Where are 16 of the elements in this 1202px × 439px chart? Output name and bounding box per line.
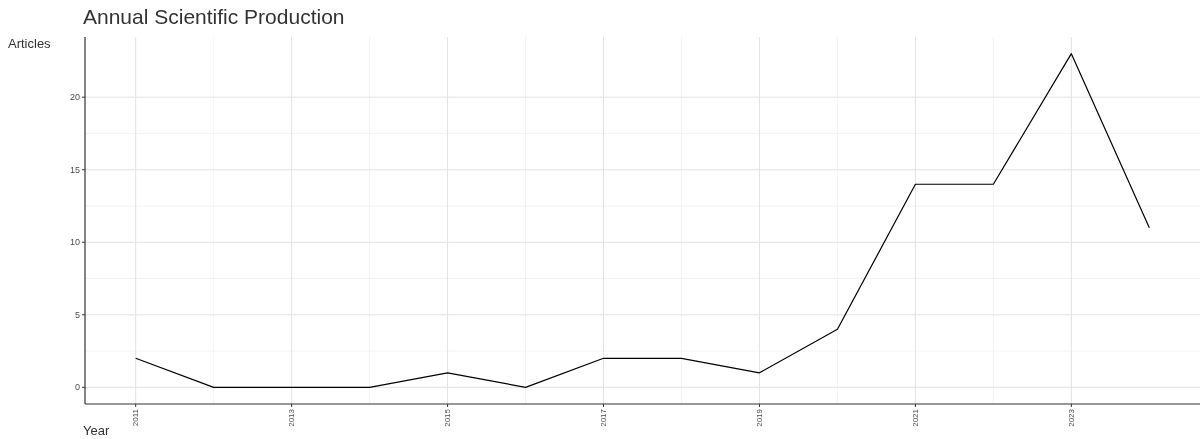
y-tick-label: 0 (74, 382, 80, 393)
y-axis-title: Articles (8, 36, 52, 51)
x-tick-label: 2019 (755, 408, 765, 427)
y-tick-label: 5 (74, 309, 80, 320)
x-tick-label: 2023 (1067, 408, 1077, 427)
y-tick-label: 10 (69, 237, 80, 248)
y-tick-label: 15 (69, 164, 80, 175)
x-tick-label: 2013 (287, 408, 297, 427)
x-axis-title: Year (83, 423, 110, 438)
x-tick-label: 2021 (911, 408, 921, 427)
x-tick-label: 2017 (599, 408, 609, 427)
chart-title: Annual Scientific Production (83, 5, 345, 28)
line-series (135, 53, 1150, 388)
x-tick-label: 2011 (131, 408, 141, 427)
y-tick-label: 20 (69, 92, 80, 103)
x-tick-label: 2015 (443, 408, 453, 427)
